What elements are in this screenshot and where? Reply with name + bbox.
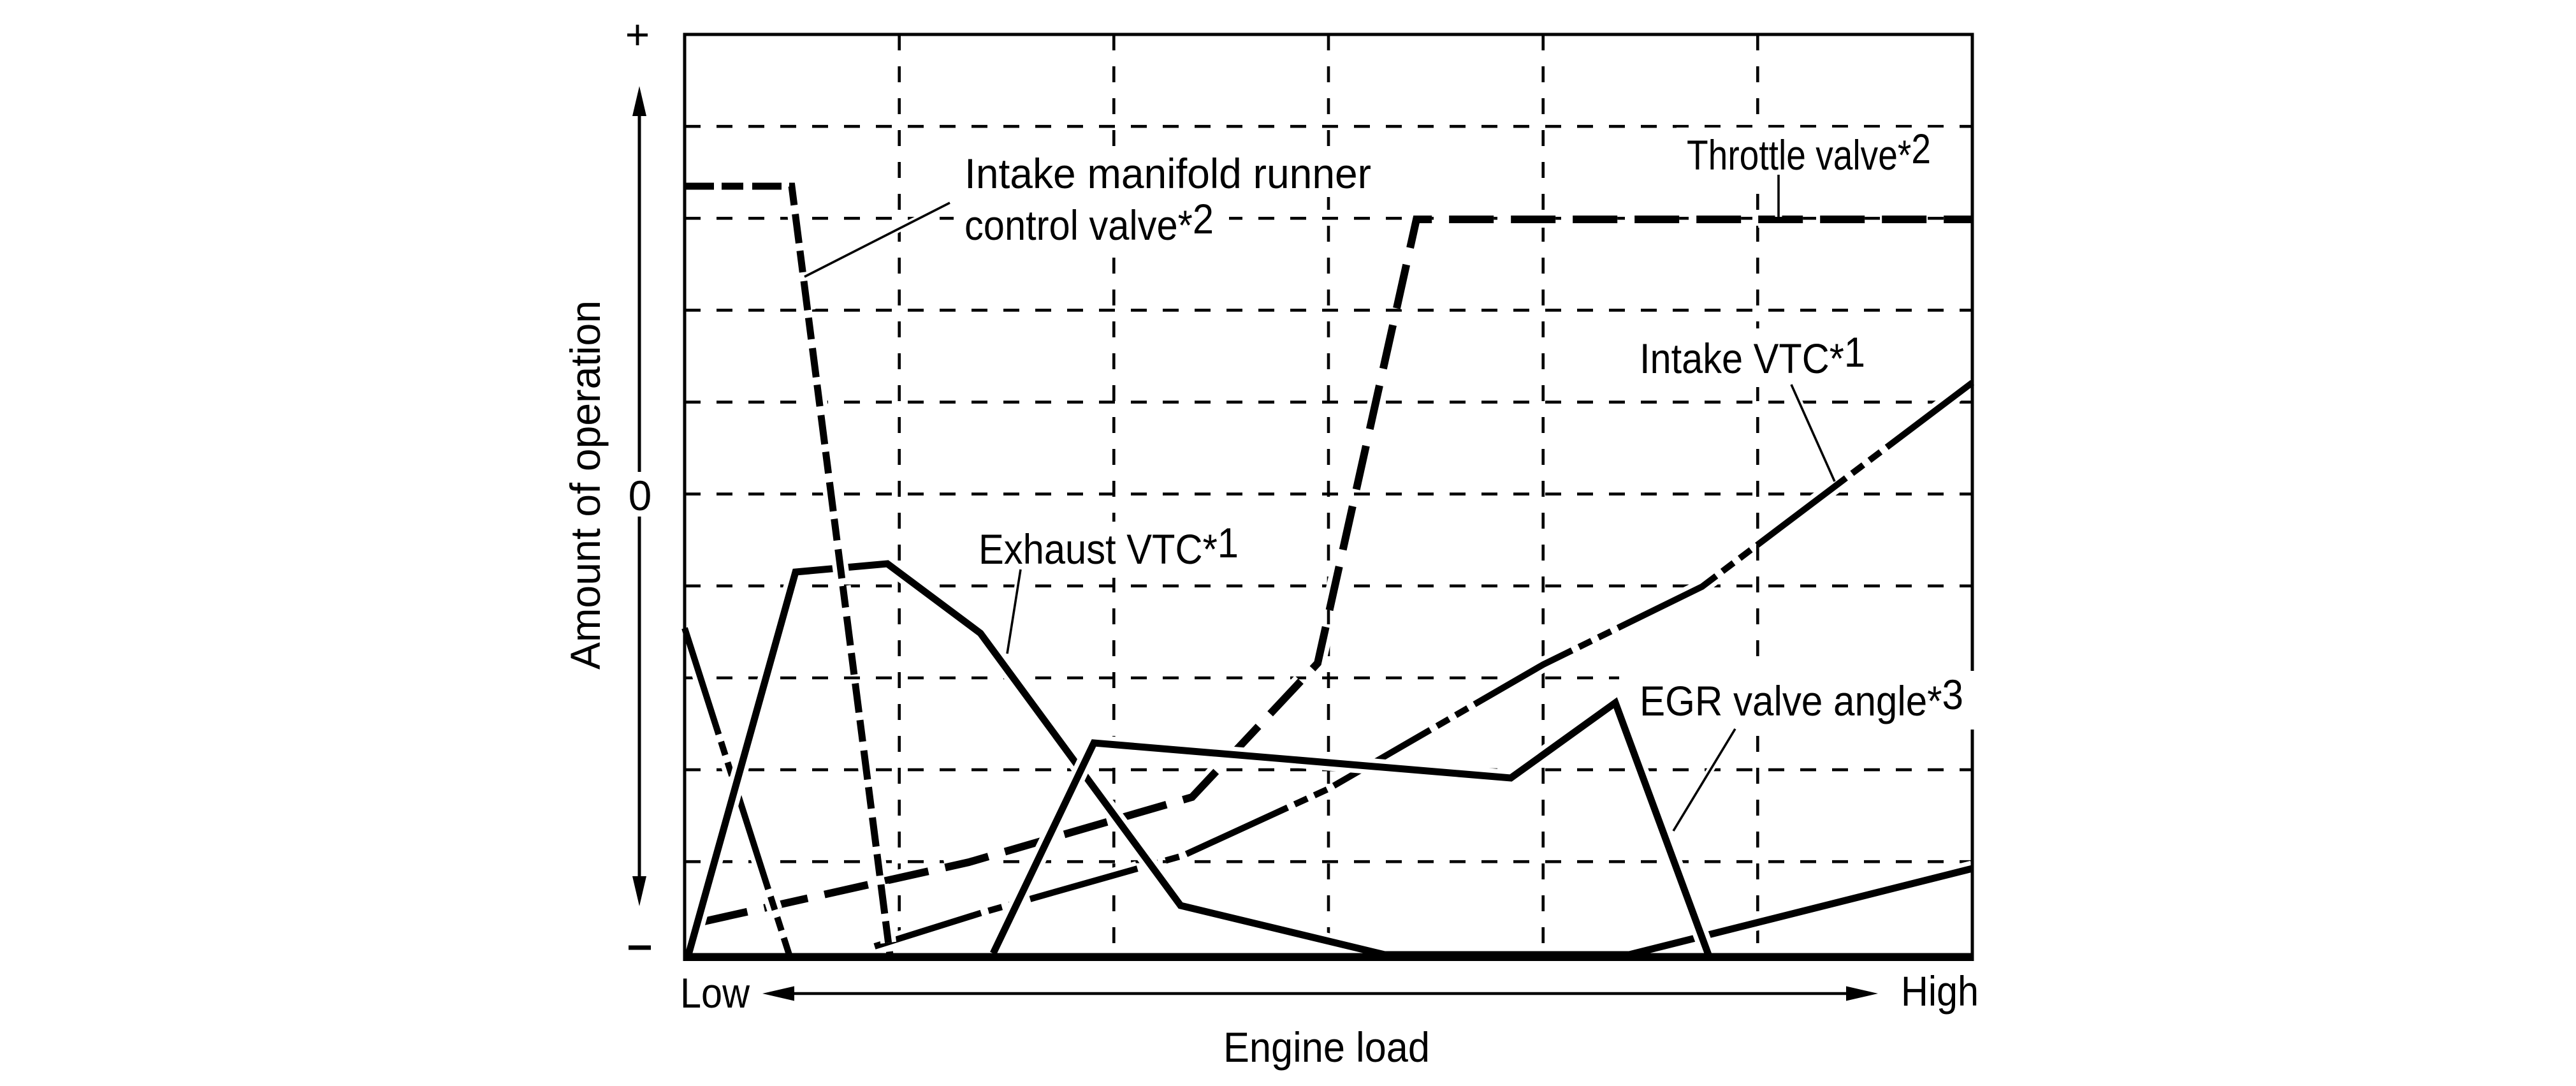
svg-text:0: 0	[629, 472, 652, 519]
svg-text:Low: Low	[680, 969, 750, 1016]
svg-text:High: High	[1901, 967, 1979, 1015]
svg-text:Engine load: Engine load	[1223, 1024, 1430, 1071]
svg-text:Throttle valve*2: Throttle valve*2	[1687, 125, 1931, 179]
svg-text:Intake VTC*1: Intake VTC*1	[1640, 328, 1865, 382]
svg-text:control valve*2: control valve*2	[964, 195, 1214, 249]
svg-text:Intake manifold runner: Intake manifold runner	[964, 150, 1371, 197]
svg-text:Amount of operation: Amount of operation	[562, 300, 609, 670]
svg-text:+: +	[625, 11, 650, 58]
svg-text:EGR valve angle*3: EGR valve angle*3	[1640, 671, 1963, 724]
svg-text:Exhaust VTC*1: Exhaust VTC*1	[979, 519, 1239, 573]
